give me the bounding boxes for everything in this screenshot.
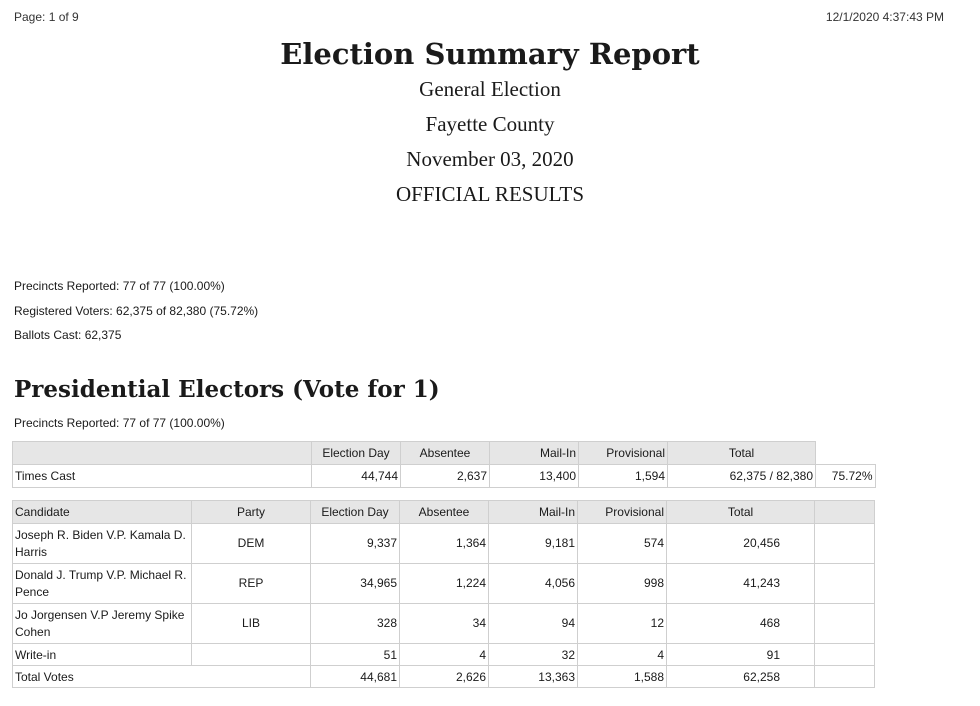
col-pct [815,441,875,465]
table-row: Donald J. Trump V.P. Michael R. Pence RE… [12,563,875,604]
mail-in-votes: 9,181 [488,523,578,564]
election-day-votes: 328 [310,603,400,644]
times-cast-label: Times Cast [12,464,312,488]
mail-in-votes: 32 [488,643,578,666]
times-cast-header-row: Election Day Absentee Mail-In Provisiona… [12,441,875,465]
col-absentee: Absentee [400,441,490,465]
candidate-party: REP [191,563,311,604]
times-cast-header-blank [12,441,312,465]
table-row: Write-in 51 4 32 4 91 [12,643,875,666]
empty-cell [814,563,875,604]
candidate-party [191,643,311,666]
table-row: Jo Jorgensen V.P Jeremy Spike Cohen LIB … [12,603,875,644]
col-provisional: Provisional [578,441,668,465]
results-status: OFFICIAL RESULTS [395,182,585,206]
total-votes: 41,243 [666,563,815,604]
empty-cell [814,643,875,666]
page-number: Page: 1 of 9 [14,10,79,24]
candidate-table: Candidate Party Election Day Absentee Ma… [12,500,875,688]
times-cast-mail-in: 13,400 [489,464,579,488]
report-timestamp: 12/1/2020 4:37:43 PM [825,10,944,24]
total-provisional: 1,588 [577,665,667,688]
col-mail-in: Mail-In [488,500,578,524]
absentee-votes: 1,224 [399,563,489,604]
ballots-cast: Ballots Cast: 62,375 [14,328,122,342]
contest-precincts: Precincts Reported: 77 of 77 (100.00%) [14,416,225,430]
candidate-name: Joseph R. Biden V.P. Kamala D. Harris [12,523,192,564]
summary-stats: Precincts Reported: 77 of 77 (100.00%) R… [14,274,258,348]
mail-in-votes: 94 [488,603,578,644]
table-row: Joseph R. Biden V.P. Kamala D. Harris DE… [12,523,875,564]
provisional-votes: 574 [577,523,667,564]
total-votes: 20,456 [666,523,815,564]
times-cast-election-day: 44,744 [311,464,401,488]
mail-in-votes: 4,056 [488,563,578,604]
col-candidate: Candidate [12,500,192,524]
provisional-votes: 4 [577,643,667,666]
times-cast-row: Times Cast 44,744 2,637 13,400 1,594 62,… [12,464,876,488]
grand-total: 62,258 [666,665,815,688]
col-total: Total [667,441,816,465]
candidate-party: DEM [191,523,311,564]
absentee-votes: 4 [399,643,489,666]
contest-title: Presidential Electors (Vote for 1) [14,376,440,403]
election-day-votes: 34,965 [310,563,400,604]
election-day-votes: 51 [310,643,400,666]
times-cast-table: Election Day Absentee Mail-In Provisiona… [12,441,876,488]
times-cast-absentee: 2,637 [400,464,490,488]
candidate-header-row: Candidate Party Election Day Absentee Ma… [12,500,875,524]
totals-row: Total Votes 44,681 2,626 13,363 1,588 62… [12,665,875,688]
precincts-reported: Precincts Reported: 77 of 77 (100.00%) [14,279,225,293]
election-day-votes: 9,337 [310,523,400,564]
provisional-votes: 998 [577,563,667,604]
registered-voters: Registered Voters: 62,375 of 82,380 (75.… [14,303,259,318]
col-extra [814,500,875,524]
col-provisional: Provisional [577,500,667,524]
absentee-votes: 1,364 [399,523,489,564]
election-name: General Election [419,77,561,101]
title-block: Election Summary Report General Election… [0,36,980,212]
times-cast-pct: 75.72% [815,464,876,488]
election-date: November 03, 2020 [406,147,574,171]
county-name: Fayette County [425,112,555,136]
times-cast-total: 62,375 / 82,380 [667,464,816,488]
total-mail-in: 13,363 [488,665,578,688]
col-mail-in: Mail-In [489,441,579,465]
empty-cell [814,523,875,564]
candidate-party: LIB [191,603,311,644]
total-votes: 91 [666,643,815,666]
candidate-name: Jo Jorgensen V.P Jeremy Spike Cohen [12,603,192,644]
col-election-day: Election Day [311,441,401,465]
empty-cell [814,603,875,644]
total-absentee: 2,626 [399,665,489,688]
total-election-day: 44,681 [310,665,400,688]
totals-label: Total Votes [12,665,311,688]
candidate-name: Write-in [12,643,192,666]
empty-cell [814,665,875,688]
report-title: Election Summary Report [280,37,700,71]
times-cast-provisional: 1,594 [578,464,668,488]
provisional-votes: 12 [577,603,667,644]
total-votes: 468 [666,603,815,644]
absentee-votes: 34 [399,603,489,644]
col-absentee: Absentee [399,500,489,524]
col-total: Total [666,500,815,524]
col-party: Party [191,500,311,524]
candidate-name: Donald J. Trump V.P. Michael R. Pence [12,563,192,604]
col-election-day: Election Day [310,500,400,524]
